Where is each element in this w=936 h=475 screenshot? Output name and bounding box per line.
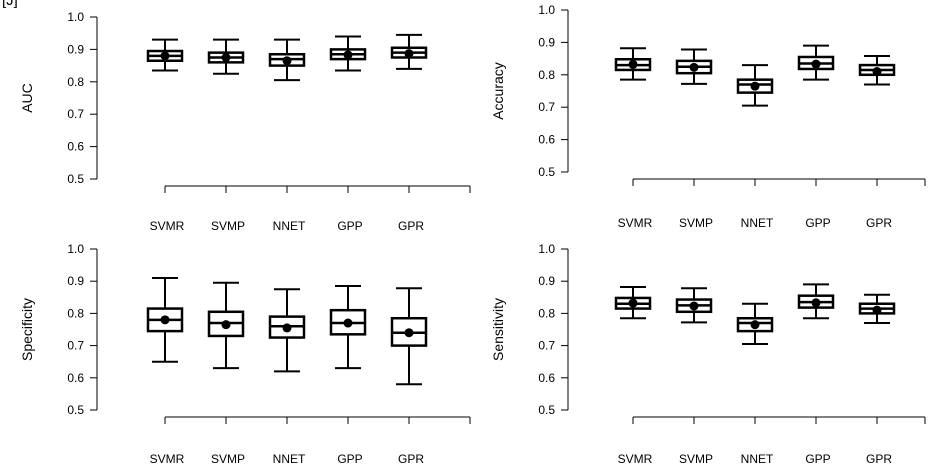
x-tick-label-svmp: SVMP: [211, 452, 245, 466]
box-svmr: [614, 285, 652, 320]
y-axis-title: Accuracy: [490, 62, 506, 120]
x-tick-label-svmp: SVMP: [211, 219, 245, 233]
x-tick-label-nnet: NNET: [741, 452, 774, 466]
mean-point: [689, 301, 699, 311]
mean-point: [750, 320, 760, 330]
x-tick-label-svmr: SVMR: [150, 452, 185, 466]
y-axis-title: Sensitivity: [490, 298, 506, 361]
box-svmp: [675, 287, 713, 324]
y-tick-label: 0.9: [538, 35, 555, 49]
x-tick-label-gpp: GPP: [337, 452, 362, 466]
box-svmr: [146, 38, 184, 72]
y-tick-label: 0.9: [67, 274, 84, 288]
box-nnet: [268, 288, 306, 373]
y-axis-title: AUC: [19, 83, 35, 113]
y-tick-label: 1.0: [538, 3, 555, 17]
box-svmr: [146, 276, 184, 363]
box-svmp: [207, 281, 245, 370]
y-tick-label: 1.0: [67, 242, 84, 256]
box-gpp: [797, 283, 835, 320]
x-tick-label-nnet: NNET: [273, 452, 306, 466]
y-axis-title: Specificity: [19, 298, 35, 361]
x-tick-label-gpr: GPR: [398, 219, 424, 233]
box-svmr: [614, 47, 652, 81]
y-tick-label: 0.5: [538, 165, 555, 179]
mean-point: [750, 81, 760, 91]
mean-point: [343, 50, 353, 60]
y-tick-label: 1.0: [538, 242, 555, 256]
y-tick-label: 0.5: [538, 403, 555, 417]
x-tick-label-svmp: SVMP: [679, 216, 713, 230]
box-gpr: [390, 33, 428, 70]
y-tick-label: 0.8: [538, 306, 555, 320]
y-tick-label: 1.0: [67, 10, 84, 24]
mean-point: [404, 49, 414, 59]
box-nnet: [736, 302, 774, 345]
x-tick-label-gpr: GPR: [398, 452, 424, 466]
y-tick-label: 0.7: [67, 107, 84, 121]
y-tick-label: 0.9: [67, 42, 84, 56]
mean-point: [811, 59, 821, 69]
x-tick-label-svmr: SVMR: [150, 219, 185, 233]
x-tick-label-nnet: NNET: [741, 216, 774, 230]
box-nnet: [736, 64, 774, 107]
y-tick-label: 0.8: [67, 75, 84, 89]
mean-point: [689, 62, 699, 72]
box-nnet: [268, 38, 306, 82]
x-tick-label-svmp: SVMP: [679, 452, 713, 466]
box-gpp: [329, 35, 367, 72]
y-tick-label: 0.6: [538, 133, 555, 147]
mean-point: [343, 318, 353, 328]
y-tick-label: 0.6: [67, 371, 84, 385]
chart-panel-4: 0.5 0.6 0.7 0.8 0.9 1.0 Sensitivity SVMR SVMP NNE…: [490, 242, 926, 466]
x-tick-label-nnet: NNET: [273, 219, 306, 233]
box-svmp: [675, 48, 713, 85]
x-tick-label-gpp: GPP: [805, 452, 830, 466]
mean-point: [160, 51, 170, 61]
y-tick-label: 0.8: [538, 68, 555, 82]
y-tick-label: 0.5: [67, 172, 84, 186]
x-tick-label-gpp: GPP: [805, 216, 830, 230]
x-tick-label-svmr: SVMR: [618, 452, 653, 466]
mean-point: [872, 305, 882, 315]
panel-label: [J]: [2, 0, 18, 9]
x-tick-label-gpr: GPR: [866, 452, 892, 466]
y-tick-label: 0.7: [538, 339, 555, 353]
mean-point: [811, 298, 821, 308]
box-gpr: [858, 293, 896, 325]
y-tick-label: 0.5: [67, 403, 84, 417]
mean-point: [221, 320, 231, 330]
box-gpp: [329, 285, 367, 370]
y-tick-label: 0.8: [67, 306, 84, 320]
mean-point: [628, 59, 638, 69]
chart-panel-2: 0.5 0.6 0.7 0.8 0.9 1.0 Accuracy SVMR SVMP NNET GP…: [490, 3, 926, 230]
mean-point: [160, 315, 170, 325]
mean-point: [221, 53, 231, 62]
y-tick-label: 0.7: [538, 100, 555, 114]
box-gpr: [390, 287, 428, 386]
chart-panel-1: 0.5 0.6 0.7 0.8 0.9 1.0 AUC SVMR SVMP NNET GPP GPR: [19, 10, 471, 233]
box-svmp: [207, 38, 245, 75]
mean-point: [282, 323, 292, 333]
y-tick-label: 0.6: [67, 140, 84, 154]
mean-point: [628, 298, 638, 308]
x-tick-label-svmr: SVMR: [618, 216, 653, 230]
y-tick-label: 0.7: [67, 339, 84, 353]
y-tick-label: 0.9: [538, 274, 555, 288]
x-tick-label-gpr: GPR: [866, 216, 892, 230]
x-tick-label-gpp: GPP: [337, 219, 362, 233]
chart-panel-3: 0.5 0.6 0.7 0.8 0.9 1.0 Specificity SVMR SVMP NNE…: [19, 242, 471, 466]
mean-point: [404, 328, 414, 338]
mean-point: [282, 56, 292, 66]
mean-point: [872, 67, 882, 77]
box-gpp: [797, 44, 835, 81]
y-tick-label: 0.6: [538, 371, 555, 385]
box-gpr: [858, 55, 896, 86]
